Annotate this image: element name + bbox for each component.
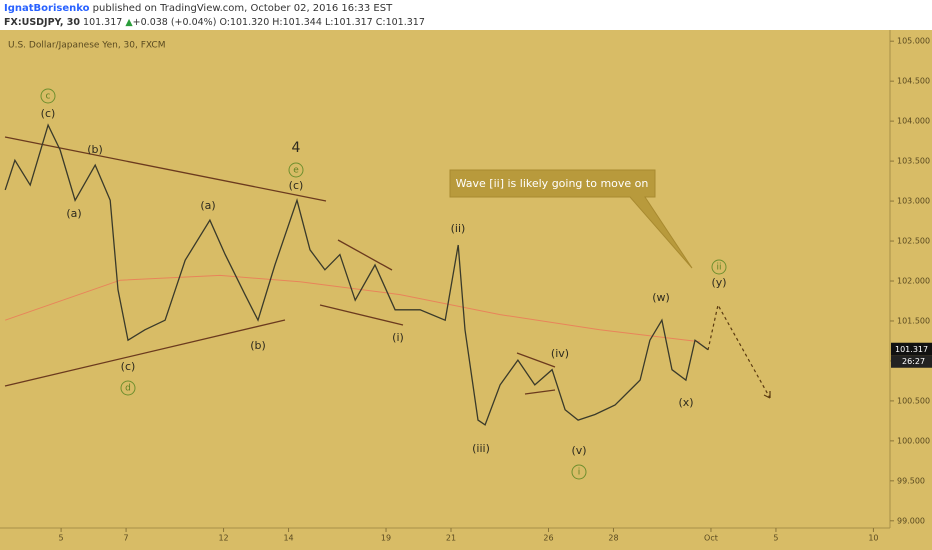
change: +0.038 (+0.04%) [133,17,217,28]
x-tick-label: 26 [543,534,553,543]
close: C:101.317 [376,17,425,28]
y-tick-label: 99.500 [897,476,925,485]
price-badge [891,342,932,356]
x-tick-label: Oct [704,534,718,543]
x-tick-label: 5 [59,534,64,543]
trendline [524,389,556,395]
wave-label: d [125,384,131,394]
arrow: ▲ [125,17,133,28]
wave-circle [40,88,56,104]
wave-label: (x) [678,396,693,409]
y-tick-label: 100.000 [897,436,930,445]
y-tick-label: 103.000 [897,197,930,206]
wave-circle [571,464,587,480]
symbol: FX:USDJPY, 30 [4,17,80,28]
chart-title: U.S. Dollar/Japanese Yen, 30, FXCM [8,41,165,51]
projection-arrow [763,391,771,399]
wave-label: (w) [652,291,670,304]
trendline [337,239,393,271]
x-tick-label: 12 [218,534,228,543]
open: O:101.320 [219,17,269,28]
countdown: 26:27 [902,357,925,366]
wave-label: (ii) [451,222,466,235]
countdown-badge [891,355,932,368]
y-tick-label: 102.500 [897,237,930,246]
plot-bg [0,30,932,550]
wave-label: i [578,468,581,478]
x-tick-label: 28 [608,534,618,543]
wave-label: (c) [41,107,56,120]
wave-circle [711,259,727,275]
wave-label: (y) [711,276,726,289]
wave-label: c [46,92,51,102]
wave-label: (c) [121,360,136,373]
wave-label: (b) [87,143,103,156]
y-tick-label: 104.500 [897,77,930,86]
x-tick-label: 21 [446,534,456,543]
author[interactable]: IgnatBorisenko [4,3,90,14]
wave-label: (iv) [551,347,569,360]
header-line1: IgnatBorisenko published on TradingView.… [4,3,393,14]
wave-circle [288,162,304,178]
wave-label: (c) [289,179,304,192]
x-tick-label: 7 [124,534,129,543]
trendline [319,304,404,326]
x-tick-label: 5 [773,534,778,543]
header-line2: FX:USDJPY, 30 101.317 ▲+0.038 (+0.04%) O… [4,17,425,28]
y-tick-label: 105.000 [897,37,930,46]
trendline [4,319,286,387]
y-tick-label: 100.500 [897,396,930,405]
y-tick-label: 101.500 [897,316,930,325]
callout-text: Wave [ii] is likely going to move on [456,177,649,190]
price-line [5,274,700,343]
published: published on TradingView.com, October 02… [93,3,393,14]
wave-label: (b) [250,339,266,352]
x-tick-label: 19 [381,534,391,543]
wave-label: e [293,166,299,176]
y-tick-label: 102.000 [897,276,930,285]
header-bg [0,0,932,30]
x-tick-label: 10 [868,534,878,543]
high: H:101.344 [272,17,322,28]
last: 101.317 [83,17,122,28]
wave-label: (iii) [472,442,490,455]
wave-label: 4 [292,140,301,156]
low: L:101.317 [325,17,373,28]
wave-label: (a) [66,207,81,220]
price-line [4,123,709,426]
y-tick-label: 99.000 [897,516,925,525]
x-tick-label: 14 [283,534,293,543]
y-tick-label: 104.000 [897,117,930,126]
wave-circle [120,380,136,396]
y-tick-label: 103.500 [897,157,930,166]
callout-bubble [449,169,693,269]
wave-label: (i) [392,331,404,344]
price-label: 101.317 [895,345,928,354]
wave-label: (a) [200,199,215,212]
wave-label: ii [716,263,721,273]
trendline [516,352,556,368]
wave-label: (v) [571,444,586,457]
